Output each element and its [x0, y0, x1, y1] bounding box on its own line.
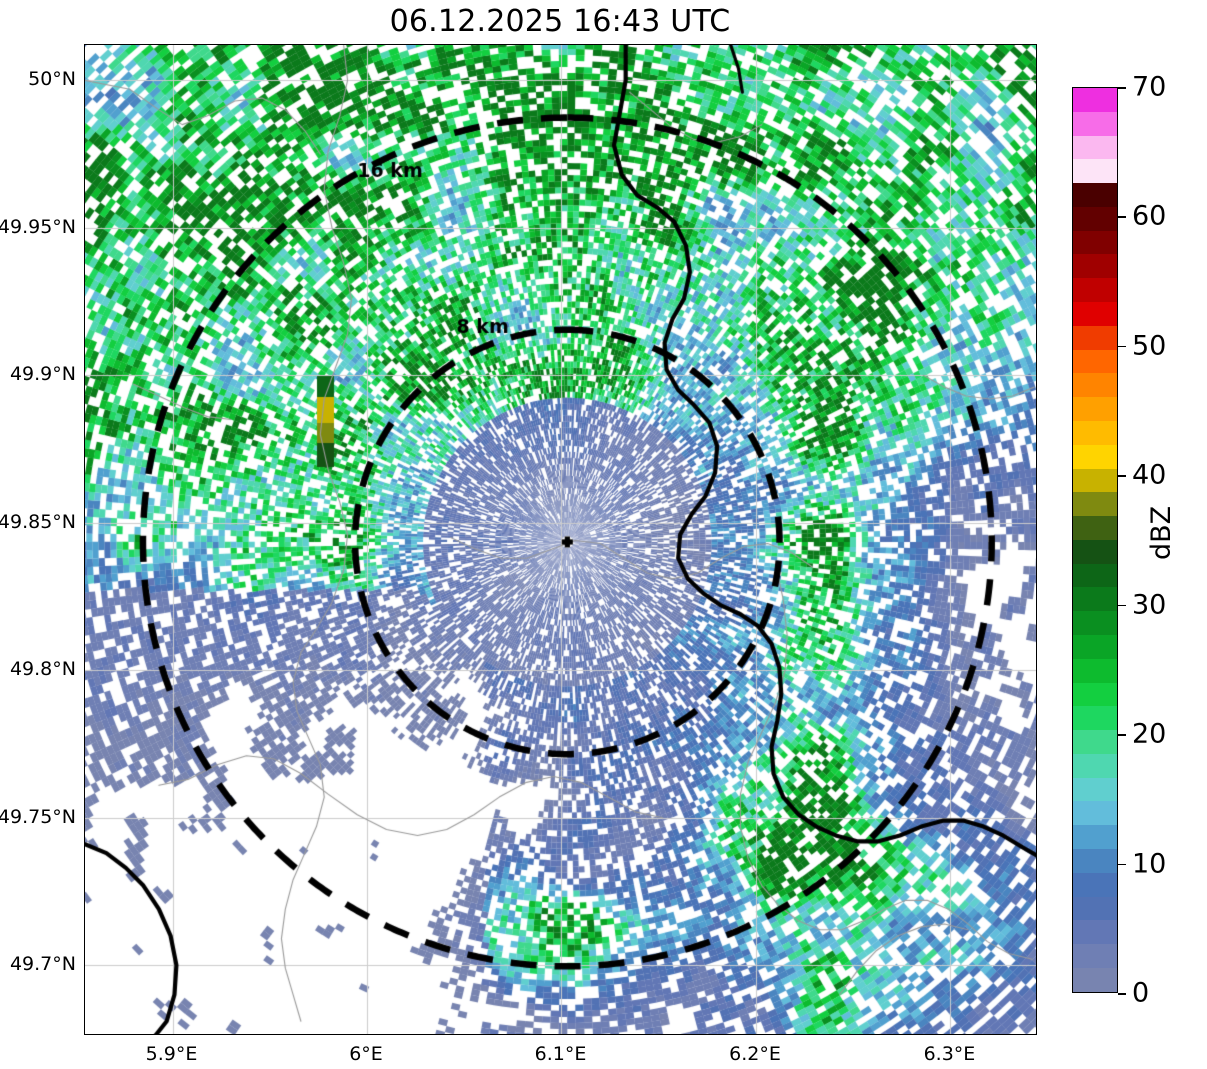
colorbar-band	[1073, 706, 1117, 731]
radar-map-plot[interactable]	[84, 44, 1037, 1035]
colorbar-tick-label: 50	[1132, 330, 1167, 362]
colorbar-band	[1073, 444, 1117, 469]
colorbar-tick-mark	[1118, 863, 1126, 866]
colorbar-tick-mark	[1118, 216, 1126, 219]
colorbar-tick-mark	[1118, 734, 1126, 736]
colorbar-band	[1073, 230, 1117, 255]
colorbar-tick-label: 0	[1132, 977, 1150, 1009]
colorbar-band	[1073, 492, 1117, 517]
colorbar-band	[1073, 420, 1117, 445]
colorbar-band	[1073, 516, 1117, 540]
colorbar-tick-mark	[1118, 604, 1126, 607]
colorbar[interactable]	[1072, 87, 1118, 993]
colorbar-band	[1073, 278, 1117, 303]
colorbar-band	[1073, 587, 1117, 612]
colorbar-band	[1073, 896, 1117, 921]
colorbar-band	[1073, 730, 1117, 754]
y-tick-label: 49.85°N	[0, 510, 76, 533]
colorbar-tick-mark	[1118, 87, 1126, 89]
colorbar-band	[1073, 944, 1117, 968]
colorbar-tick-label: 10	[1132, 848, 1167, 880]
x-tick-label: 5.9°E	[145, 1043, 198, 1065]
y-tick-label: 50°N	[28, 68, 76, 91]
colorbar-band	[1073, 302, 1117, 326]
colorbar-gradient	[1072, 87, 1118, 993]
colorbar-tick-mark	[1118, 993, 1126, 995]
colorbar-band	[1073, 325, 1117, 350]
colorbar-band	[1073, 397, 1117, 421]
colorbar-band	[1073, 539, 1117, 564]
colorbar-tick-label: 70	[1132, 71, 1167, 103]
y-tick-label: 49.9°N	[9, 363, 76, 386]
y-tick-label: 49.75°N	[0, 805, 76, 828]
colorbar-band	[1073, 825, 1117, 849]
colorbar-band	[1073, 563, 1117, 588]
colorbar-band	[1073, 159, 1117, 184]
x-tick-label: 6.3°E	[923, 1043, 976, 1065]
x-tick-label: 6.1°E	[534, 1043, 587, 1065]
colorbar-band	[1073, 872, 1117, 897]
colorbar-tick-label: 40	[1132, 459, 1167, 491]
colorbar-band	[1073, 849, 1117, 873]
colorbar-tick-mark	[1118, 475, 1126, 477]
colorbar-band	[1073, 206, 1117, 231]
colorbar-band	[1073, 634, 1117, 659]
colorbar-band	[1073, 373, 1117, 398]
colorbar-band	[1073, 967, 1117, 992]
y-tick-label: 49.95°N	[0, 215, 76, 238]
x-tick-label: 6°E	[349, 1043, 383, 1065]
colorbar-band	[1073, 777, 1117, 802]
colorbar-tick-label: 30	[1132, 589, 1167, 621]
colorbar-band	[1073, 135, 1117, 160]
page-title: 06.12.2025 16:43 UTC	[389, 4, 731, 39]
colorbar-tick-label: 60	[1132, 200, 1167, 232]
colorbar-band	[1073, 801, 1117, 826]
colorbar-axis-label: dBZ	[1146, 505, 1177, 560]
colorbar-tick-label: 20	[1132, 718, 1167, 750]
colorbar-band	[1073, 611, 1117, 635]
colorbar-band	[1073, 468, 1117, 493]
colorbar-band	[1073, 349, 1117, 374]
colorbar-tick-mark	[1118, 345, 1126, 348]
colorbar-band	[1073, 682, 1117, 707]
colorbar-band	[1073, 753, 1117, 778]
colorbar-band	[1073, 920, 1117, 945]
y-tick-label: 49.8°N	[9, 658, 76, 681]
x-tick-label: 6.2°E	[729, 1043, 781, 1065]
colorbar-band	[1073, 658, 1117, 683]
y-tick-label: 49.7°N	[9, 953, 76, 976]
colorbar-band	[1073, 111, 1117, 136]
colorbar-band	[1073, 183, 1117, 207]
colorbar-band	[1073, 254, 1117, 279]
colorbar-band	[1073, 88, 1117, 112]
radar-reflectivity-canvas[interactable]	[85, 45, 1036, 1034]
